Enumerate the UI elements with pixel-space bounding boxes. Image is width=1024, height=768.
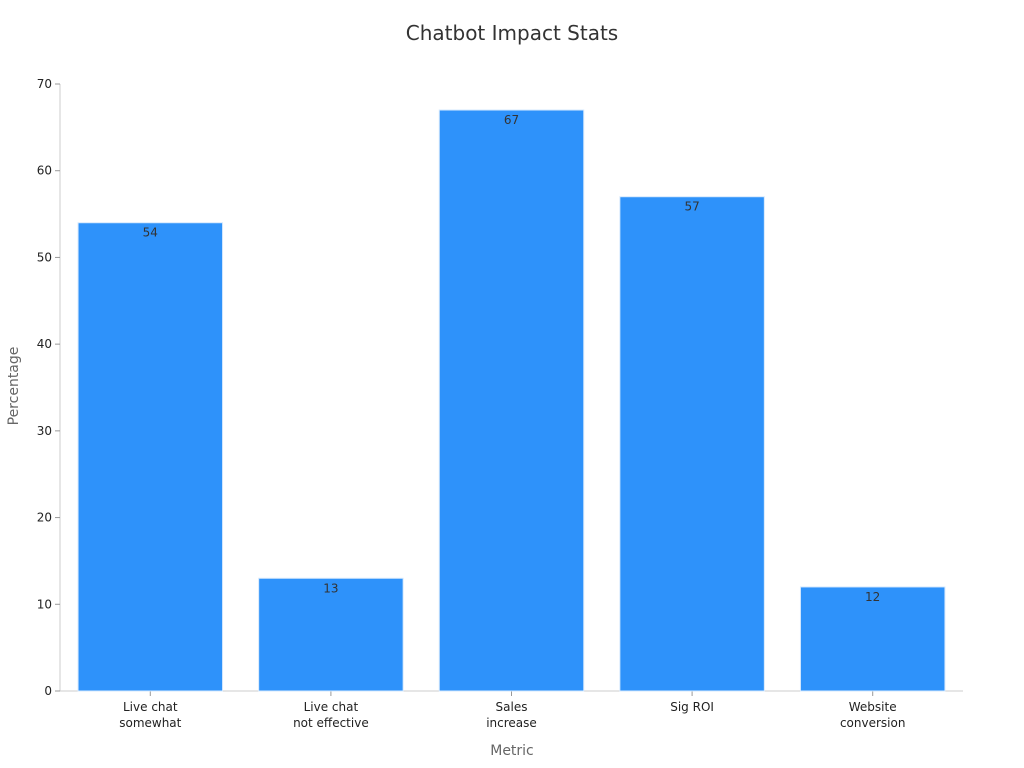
y-tick-label: 70 (37, 77, 52, 91)
category-label-line: Live chat (304, 700, 359, 714)
category-label: Sales increase (486, 700, 537, 730)
bar (258, 577, 404, 692)
y-tick-label: 30 (37, 424, 52, 438)
chart-title: Chatbot Impact Stats (406, 21, 618, 45)
y-tick-label: 50 (37, 250, 52, 264)
y-axis-title: Percentage (6, 347, 22, 426)
category-label-line: Sales (496, 700, 528, 714)
y-tick-label: 60 (37, 164, 52, 178)
category-label-line: Sig ROI (670, 700, 714, 714)
category-labels-group: Live chat somewhat Live chat not effective S… (119, 700, 905, 730)
bar (619, 196, 765, 692)
y-tick-label: 0 (44, 684, 52, 698)
bar (438, 109, 585, 692)
category-label-line: somewhat (119, 716, 181, 730)
y-axis: 0 10 20 30 40 50 60 70 (37, 77, 61, 698)
category-label: Live chat not effective (293, 700, 369, 730)
category-label-line: increase (486, 716, 537, 730)
data-label: 54 (143, 226, 158, 240)
category-label: Website conversion (840, 700, 906, 730)
data-label: 57 (684, 200, 699, 214)
category-label: Sig ROI (670, 700, 714, 714)
bars-group (77, 109, 946, 692)
data-label: 67 (504, 113, 519, 127)
x-axis-title: Metric (490, 743, 534, 759)
category-label: Live chat somewhat (119, 700, 181, 730)
y-tick-label: 10 (37, 597, 52, 611)
data-label: 13 (323, 581, 338, 595)
bar (799, 586, 946, 692)
y-tick-label: 40 (37, 337, 52, 351)
x-axis (60, 690, 963, 696)
category-label-line: conversion (840, 716, 906, 730)
category-label-line: Website (849, 700, 897, 714)
category-label-line: not effective (293, 716, 369, 730)
data-labels-group: 54 13 67 57 12 (143, 113, 881, 604)
bar (77, 222, 224, 692)
y-tick-label: 20 (37, 511, 52, 525)
data-label: 12 (865, 590, 880, 604)
category-label-line: Live chat (123, 700, 178, 714)
